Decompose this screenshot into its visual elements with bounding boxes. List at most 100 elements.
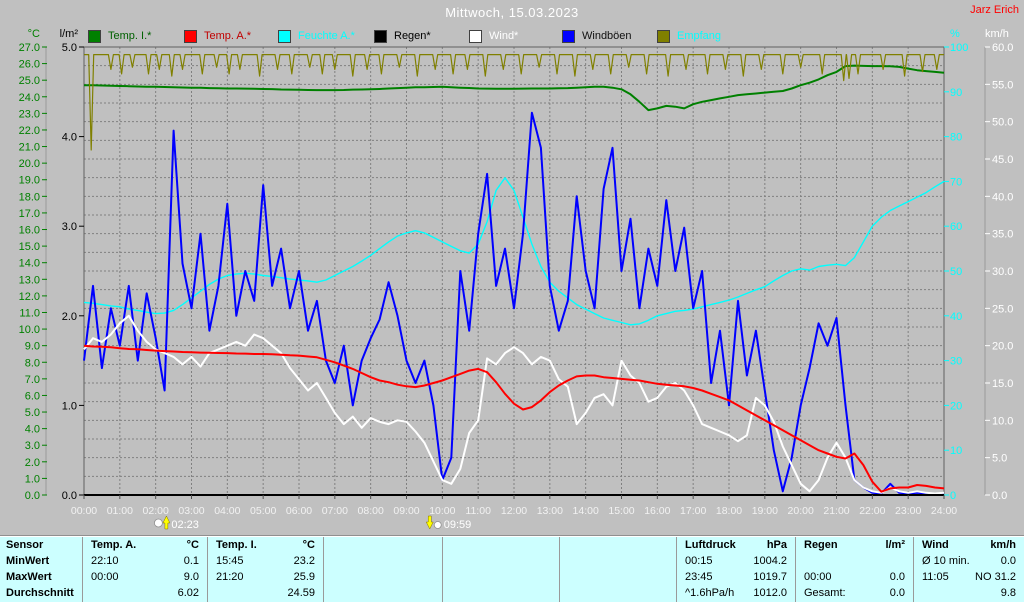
table-cell: 6.02: [83, 585, 207, 601]
table-col-header: Temp. A. °C: [91, 539, 199, 551]
table-row-label: Durchschnitt: [6, 587, 74, 599]
y-axis-label: 70: [950, 176, 962, 188]
y-axis-label: 35.0: [992, 229, 1013, 241]
y-axis-label: 26.0: [19, 59, 40, 71]
y-axis-label: 25.0: [19, 75, 40, 87]
legend-item-feuchtea: Feuchte A.*: [278, 30, 355, 43]
table-col-empty: [442, 537, 559, 602]
table-cell: 23:45 1019.7: [677, 569, 795, 585]
table-col-header: [560, 537, 676, 553]
y-axis-label: 15.0: [992, 378, 1013, 390]
legend-swatch-icon: [562, 30, 575, 43]
moon-icon: [433, 521, 442, 529]
y-axis-label: 2.0: [62, 311, 77, 323]
y-axis-label: 10.0: [992, 415, 1013, 427]
x-axis-label: 22:00: [859, 505, 885, 517]
y-axis-label: 5.0: [992, 453, 1007, 465]
table-cell: [560, 553, 676, 569]
y-axis-label: 13.0: [19, 274, 40, 286]
y-axis-label: 22.0: [19, 125, 40, 137]
y-axis-label: 1.0: [62, 400, 77, 412]
x-axis-label: 02:00: [143, 505, 169, 517]
x-axis-label: 10:00: [429, 505, 455, 517]
y-axis-label: 27.0: [19, 42, 40, 54]
y-axis-label: 10: [950, 445, 962, 457]
legend-swatch-icon: [184, 30, 197, 43]
table-cell: 24.59: [208, 585, 323, 601]
x-axis-label: 00:00: [71, 505, 97, 517]
x-axis-label: 06:00: [286, 505, 312, 517]
table-cell: Gesamt: 0.0: [796, 585, 913, 601]
unit-label-lm2: l/m²: [60, 28, 79, 40]
y-axis-label: 3.0: [25, 440, 40, 452]
table-cell-value: 0.1: [183, 555, 199, 567]
table-cell-value: NO 31.2: [975, 571, 1016, 583]
y-axis-label: 12.0: [19, 291, 40, 303]
weather-chart: 0.0 1.0 2.0 3.0 4.0 5.0 6.0 7.0 8.0 9.0 10.0 11.0 12…: [19, 28, 1014, 531]
table-row-label: MaxWert: [6, 571, 52, 583]
table-cell-value: 0.0: [1000, 555, 1016, 567]
x-axis-label: 01:00: [107, 505, 133, 517]
table-col-empty: [323, 537, 442, 602]
y-axis-label: 40: [950, 311, 962, 323]
x-axis-label: 03:00: [178, 505, 204, 517]
legend-item-windben: Windböen: [562, 30, 632, 43]
table-row-label: Sensor: [6, 539, 44, 551]
table-cell-value: 9.0: [183, 571, 199, 583]
table-cell: ^1.6hPa/h 1012.0: [677, 585, 795, 601]
table-cell: 15:45 23.2: [208, 553, 323, 569]
y-axis-label: 1.0: [25, 473, 40, 485]
table-cell-value: 23.2: [293, 555, 315, 567]
y-axis-label: 0: [950, 490, 956, 502]
table-col-header: Temp. I. °C: [216, 539, 315, 551]
y-axis-label: 45.0: [992, 154, 1013, 166]
x-axis-label: 07:00: [322, 505, 348, 517]
table-col-header: Regen l/m²: [804, 539, 905, 551]
table-cell: 00:15 1004.2: [677, 553, 795, 569]
x-axis-label: 09:00: [393, 505, 419, 517]
table-cell-time: 23:45: [685, 571, 713, 583]
y-axis-label: 8.0: [25, 357, 40, 369]
table-cell: [324, 569, 442, 585]
table-col-regen: Regen l/m² 00:00 0.0 Gesamt: 0.0: [795, 537, 913, 602]
unit-label-percent: %: [950, 28, 960, 40]
x-axis-label: 18:00: [716, 505, 742, 517]
table-cell-value: 1004.2: [753, 555, 787, 567]
y-axis-label: 0.0: [62, 490, 77, 502]
table-cell-time: ^1.6hPa/h: [685, 587, 735, 599]
y-axis-label: 5.0: [25, 407, 40, 419]
y-axis-label: 10.0: [19, 324, 40, 336]
table-col-tempa: Temp. A. °C 22:10 0.1 00:00 9.0 6.02: [82, 537, 207, 602]
y-axis-label: 0.0: [25, 490, 40, 502]
table-cell: [560, 569, 676, 585]
x-axis-label: 16:00: [644, 505, 670, 517]
y-axis-label: 30.0: [992, 266, 1013, 278]
y-axis-label: 55.0: [992, 79, 1013, 91]
table-cell-value: 25.9: [293, 571, 315, 583]
series-tempi: [83, 64, 945, 112]
y-axis-label: 17.0: [19, 208, 40, 220]
y-axis-label: 50: [950, 266, 962, 278]
x-axis-label: 04:00: [214, 505, 240, 517]
table-cell-time: 00:00: [804, 571, 832, 583]
table-cell-time: 00:15: [685, 555, 713, 567]
x-axis-label: 15:00: [608, 505, 634, 517]
legend-label: Empfang: [677, 30, 722, 42]
y-axis-label: 20: [950, 400, 962, 412]
table-cell: 00:00 0.0: [796, 569, 913, 585]
table-row-label: MinWert: [6, 555, 50, 567]
legend-swatch-icon: [657, 30, 670, 43]
y-axis-label: 30: [950, 356, 962, 368]
moon-icon: [154, 518, 163, 528]
table-cell-value: 1019.7: [753, 571, 787, 583]
x-axis-label: 05:00: [250, 505, 276, 517]
y-axis-label: 14.0: [19, 258, 40, 270]
table-cell-value: 0.0: [889, 571, 905, 583]
y-axis-label: 4.0: [25, 424, 40, 436]
y-axis-label: 18.0: [19, 191, 40, 203]
table-cell: 21:20 25.9: [208, 569, 323, 585]
x-axis-label: 17:00: [680, 505, 706, 517]
table-cell-time: Ø 10 min.: [922, 555, 970, 567]
legend-label: Wind*: [489, 30, 519, 42]
